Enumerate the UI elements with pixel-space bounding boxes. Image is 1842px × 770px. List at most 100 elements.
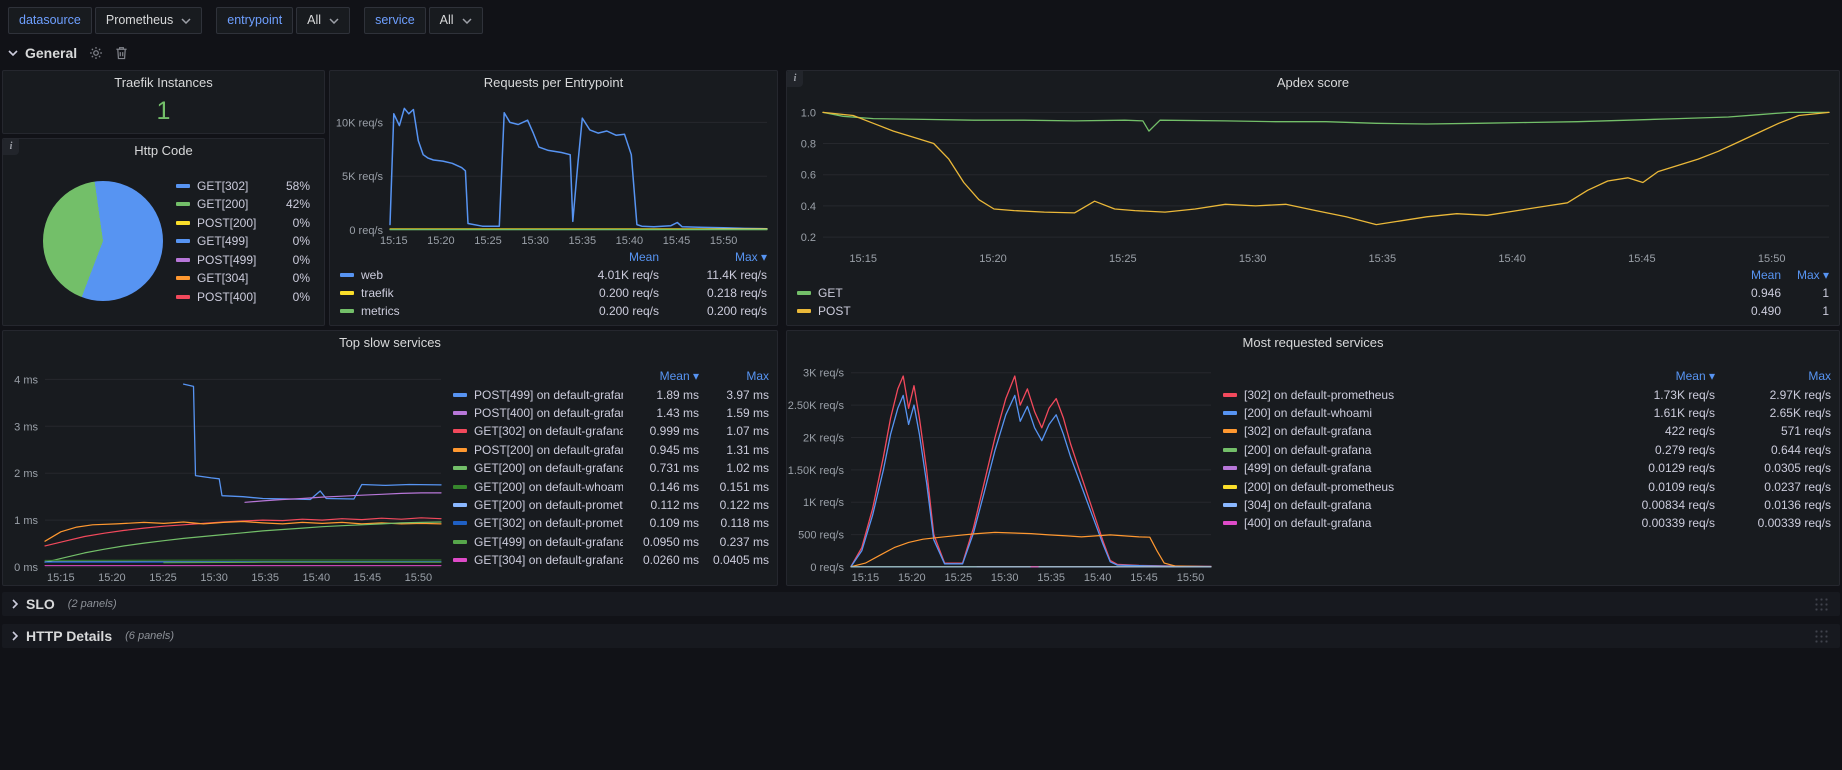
panel-title[interactable]: Most requested services — [1242, 335, 1384, 350]
apdex-chart[interactable]: 0.2 0.4 0.6 0.8 1.0 15:15 15:20 15:25 15:30 15:35… — [787, 95, 1839, 266]
legend-max-value: 1 — [1822, 304, 1829, 318]
legend-row[interactable]: [200] on default-prometheus 0.0109 req/s… — [1223, 477, 1831, 495]
row-general-title[interactable]: General — [25, 45, 78, 61]
panel-title[interactable]: Http Code — [134, 143, 193, 158]
legend-row[interactable]: metrics 0.200 req/s 0.200 req/s — [340, 302, 767, 320]
legend-row[interactable]: GET[499] on default-grafana 0.0950 ms 0.… — [453, 533, 769, 551]
svg-text:2.50K req/s: 2.50K req/s — [788, 400, 845, 412]
legend-row[interactable]: GET[200] on default-whoami 0.146 ms 0.15… — [453, 477, 769, 495]
legend-item[interactable]: GET[499] 0% — [176, 234, 310, 248]
panel-title[interactable]: Top slow services — [339, 335, 441, 350]
legend-row[interactable]: POST[400] on default-grafana 1.43 ms 1.5… — [453, 404, 769, 422]
row-slo[interactable]: SLO (2 panels) — [2, 592, 1840, 616]
legend-label: [200] on default-whoami — [1244, 405, 1373, 420]
svg-text:0.4: 0.4 — [801, 201, 816, 213]
legend-item[interactable]: GET[304] 0% — [176, 271, 310, 285]
legend-mean-value: 0.279 req/s — [1654, 442, 1715, 457]
variable-service-label[interactable]: service — [364, 6, 426, 34]
legend-max-value: 0.122 ms — [719, 497, 769, 512]
variable-entrypoint-picker[interactable]: All — [296, 6, 351, 34]
variable-entrypoint-label[interactable]: entrypoint — [216, 6, 294, 34]
legend-row[interactable]: GET[200] on default-prometheus 0.112 ms … — [453, 496, 769, 514]
legend-label: GET[304] on default-grafana — [474, 553, 623, 568]
legend-label: POST[499] — [197, 252, 257, 267]
panel-title[interactable]: Requests per Entrypoint — [483, 75, 624, 90]
legend-header-max[interactable]: Max — [746, 369, 769, 384]
legend-row[interactable]: [302] on default-prometheus 1.73K req/s … — [1223, 385, 1831, 403]
legend-color-marker — [453, 539, 467, 544]
legend-label: metrics — [361, 304, 400, 318]
legend-color-marker — [453, 484, 467, 489]
legend-header-mean[interactable]: Mean ▾ — [659, 369, 699, 384]
legend-row[interactable]: [499] on default-grafana 0.0129 req/s 0.… — [1223, 459, 1831, 477]
gear-icon[interactable] — [89, 46, 103, 60]
legend-row[interactable]: POST 0.490 1 — [797, 302, 1829, 320]
svg-text:2K req/s: 2K req/s — [803, 433, 844, 445]
legend-row[interactable]: [302] on default-grafana 422 req/s 571 r… — [1223, 422, 1831, 440]
legend-row[interactable]: GET[304] on default-grafana 0.0260 ms 0.… — [453, 551, 769, 569]
panel-title[interactable]: Traefik Instances — [114, 75, 213, 90]
legend-row[interactable]: [304] on default-grafana 0.00834 req/s 0… — [1223, 496, 1831, 514]
legend-row[interactable]: [400] on default-grafana 0.00339 req/s 0… — [1223, 514, 1831, 532]
legend-max-value: 0.218 req/s — [706, 286, 767, 300]
most-requested-chart[interactable]: 0 req/s 500 req/s 1K req/s 1.50K req/s 2K re… — [787, 355, 1221, 585]
http-code-pie-chart[interactable] — [43, 181, 163, 301]
svg-text:15:30: 15:30 — [200, 572, 228, 584]
legend-mean-value: 1.89 ms — [656, 387, 699, 402]
top-slow-chart[interactable]: 0 ms 1 ms 2 ms 3 ms 4 ms 15:15 15:20 15:25 15:30… — [3, 355, 451, 585]
variable-datasource-label[interactable]: datasource — [8, 6, 92, 34]
panel-info-icon[interactable]: i — [3, 139, 19, 155]
row-slo-title: SLO — [26, 596, 55, 612]
row-http-details[interactable]: HTTP Details (6 panels) — [2, 624, 1840, 648]
legend-row[interactable]: GET[302] on default-grafana 0.999 ms 1.0… — [453, 422, 769, 440]
legend-item[interactable]: POST[200] 0% — [176, 216, 310, 230]
legend-mean-value: 0.200 req/s — [598, 304, 659, 318]
legend-max-value: 2.97K req/s — [1769, 387, 1831, 402]
legend-color-marker — [340, 291, 354, 295]
legend-row[interactable]: web 4.01K req/s 11.4K req/s — [340, 266, 767, 284]
chevron-down-icon[interactable] — [8, 50, 18, 56]
row-slo-panel-count: (2 panels) — [67, 598, 117, 610]
legend-header-max[interactable]: Max — [1808, 369, 1831, 384]
legend-header-mean[interactable]: Mean — [628, 250, 659, 264]
requests-chart[interactable]: 0 req/s 5K req/s 10K req/s 15:15 15:20 15:25 1… — [330, 95, 777, 248]
legend-row[interactable]: GET[200] on default-grafana 0.731 ms 1.0… — [453, 459, 769, 477]
legend-max-value: 1 — [1822, 286, 1829, 300]
svg-text:0 ms: 0 ms — [14, 562, 38, 574]
legend-color-marker — [453, 429, 467, 434]
row-general[interactable]: General — [8, 42, 128, 64]
legend-label: GET[302] on default-grafana — [474, 424, 623, 439]
row-drag-handle[interactable] — [1814, 597, 1830, 611]
most-requested-legend: Mean ▾ Max [302] on default-prometheus 1… — [1221, 355, 1839, 585]
legend-row[interactable]: GET[302] on default-prometheus 0.109 ms … — [453, 514, 769, 532]
legend-item[interactable]: GET[302] 58% — [176, 179, 310, 193]
legend-mean-value: 0.731 ms — [649, 461, 699, 476]
legend-max-value: 11.4K req/s — [706, 268, 767, 282]
legend-item[interactable]: POST[499] 0% — [176, 253, 310, 267]
row-drag-handle[interactable] — [1814, 629, 1830, 643]
variable-datasource-picker[interactable]: Prometheus — [94, 6, 203, 34]
legend-row[interactable]: [200] on default-whoami 1.61K req/s 2.65… — [1223, 404, 1831, 422]
legend-row[interactable]: POST[200] on default-grafana 0.945 ms 1.… — [453, 441, 769, 459]
svg-text:15:25: 15:25 — [945, 572, 973, 584]
svg-text:15:25: 15:25 — [149, 572, 177, 584]
panel-title[interactable]: Apdex score — [1276, 75, 1350, 90]
panel-info-icon[interactable]: i — [787, 71, 803, 87]
variable-service-picker[interactable]: All — [428, 6, 483, 34]
legend-header-mean[interactable]: Mean ▾ — [1675, 369, 1715, 384]
trash-icon[interactable] — [115, 46, 128, 60]
legend-header-max[interactable]: Max ▾ — [734, 250, 767, 264]
svg-text:15:35: 15:35 — [251, 572, 279, 584]
legend-item[interactable]: GET[200] 42% — [176, 197, 310, 211]
legend-row[interactable]: POST[499] on default-grafana 1.89 ms 3.9… — [453, 385, 769, 403]
legend-header-max[interactable]: Max ▾ — [1796, 268, 1829, 282]
legend-row[interactable]: [200] on default-grafana 0.279 req/s 0.6… — [1223, 441, 1831, 459]
legend-item[interactable]: POST[400] 0% — [176, 290, 310, 304]
legend-mean-value: 0.00834 req/s — [1641, 497, 1715, 512]
panel-requests-per-entrypoint: Requests per Entrypoint 0 req/s 5K req/s 1… — [329, 70, 778, 326]
legend-label: [302] on default-prometheus — [1244, 387, 1395, 402]
legend-row[interactable]: GET 0.946 1 — [797, 284, 1829, 302]
legend-mean-value: 422 req/s — [1664, 424, 1715, 439]
legend-row[interactable]: traefik 0.200 req/s 0.218 req/s — [340, 284, 767, 302]
legend-header-mean[interactable]: Mean — [1750, 268, 1781, 282]
